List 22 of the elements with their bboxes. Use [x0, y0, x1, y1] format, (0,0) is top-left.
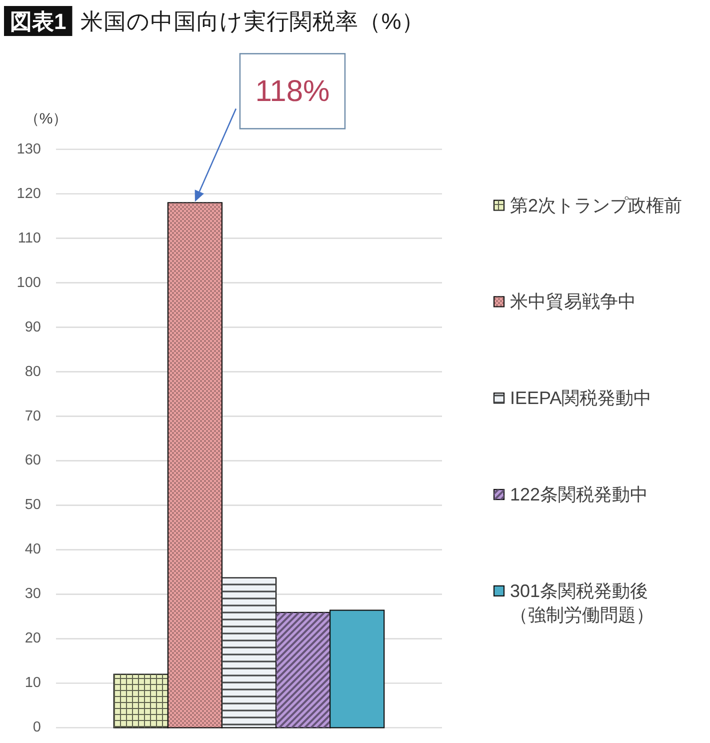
y-tick-label: 60 — [24, 452, 41, 469]
text: 118% — [255, 75, 330, 108]
y-tick-label: 80 — [24, 364, 41, 380]
y-tick-label: 0 — [32, 720, 41, 736]
y-tick-label: 20 — [24, 630, 41, 647]
legend-label: 米中貿易戦争中 — [510, 292, 636, 312]
y-tick-label: 10 — [24, 675, 41, 692]
legend-label: 301条関税発動後（強制労働問題） — [510, 580, 654, 625]
y-tick-label: 110 — [18, 230, 41, 246]
y-tick-label: 130 — [16, 141, 41, 158]
legend-label: 第2次トランプ政権前 — [510, 195, 682, 216]
y-tick-label: 30 — [24, 586, 41, 602]
legend-label: 122条関税発動中 — [510, 484, 648, 504]
chart-title: 図表1 米国の中国向け実行関税率（%） — [10, 9, 424, 34]
legend-label: IEEPA関税発動中 — [510, 388, 652, 408]
y-axis-title: （%） — [24, 110, 68, 128]
y-tick-label: 100 — [16, 274, 41, 291]
y-tick-label: 40 — [24, 542, 41, 558]
y-tick-label: 120 — [16, 186, 41, 202]
y-tick-label: 90 — [24, 319, 41, 336]
y-tick-label: 70 — [24, 408, 41, 424]
y-tick-label: 50 — [24, 497, 41, 514]
